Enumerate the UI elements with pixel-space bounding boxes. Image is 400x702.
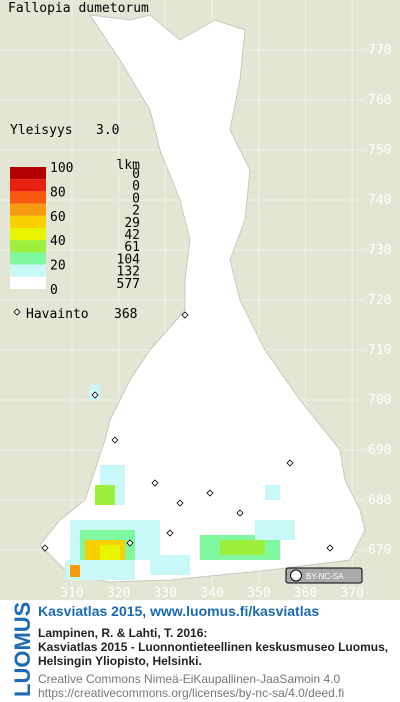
cc-icon: [290, 569, 302, 582]
badge-text: BY-NC-SA: [306, 572, 344, 581]
cell: [65, 560, 135, 580]
observation-point: [166, 529, 174, 537]
frequency-value: 3.0: [96, 123, 119, 138]
legend-scale-label: 0: [50, 283, 58, 298]
legend-swatch: [10, 179, 46, 192]
legend-count: 577: [117, 277, 140, 292]
northing-label: 690: [368, 443, 391, 458]
legend-swatch: [10, 203, 46, 216]
legend-count: 104: [117, 252, 141, 267]
northing-label: 680: [368, 493, 391, 508]
observation-point: [41, 544, 49, 552]
legend-count: 132: [117, 265, 140, 280]
northing-label: 770: [368, 43, 391, 58]
license-badge: BY-NC-SA: [285, 567, 363, 584]
license-line: https://creativecommons.org/licenses/by-…: [38, 686, 344, 700]
cell: [220, 540, 265, 555]
observation-point: [151, 479, 159, 487]
northing-label: 710: [368, 343, 391, 358]
northing-label: 720: [368, 293, 391, 308]
legend-scale-label: 20: [50, 259, 66, 274]
observation-point: [91, 391, 99, 399]
footer-heading: Kasviatlas 2015, www.luomus.fi/kasviatla…: [38, 603, 319, 619]
legend-count: 29: [124, 216, 140, 231]
logo: LUOMUS: [10, 602, 35, 697]
cell: [100, 545, 120, 560]
citation-line: Kasviatlas 2015 - Luonnontieteellinen ke…: [38, 640, 388, 654]
cell: [265, 485, 280, 500]
legend-scale-label: 40: [50, 234, 66, 249]
easting-label: 350: [247, 586, 270, 600]
citation-line: Helsingin Yliopisto, Helsinki.: [38, 654, 202, 668]
legend-count: 61: [124, 240, 140, 255]
observation-point: [236, 509, 244, 517]
observation-symbol: [13, 308, 21, 316]
legend-count: 42: [124, 228, 140, 243]
legend-swatch: [10, 215, 46, 228]
observation-point: [181, 311, 189, 319]
legend-swatch: [10, 252, 46, 265]
legend-count: 0: [132, 179, 140, 194]
species-title: Fallopia dumetorum: [8, 1, 149, 16]
observation-point: [126, 539, 134, 547]
easting-label: 310: [60, 586, 83, 600]
legend-swatch: [10, 276, 46, 289]
northing-label: 760: [368, 93, 391, 108]
easting-label: 340: [200, 586, 223, 600]
easting-label: 360: [294, 586, 317, 600]
license-line: Creative Commons Nimeä-EiKaupallinen-Jaa…: [38, 672, 340, 686]
easting-label: 320: [107, 586, 130, 600]
legend-scale-label: 60: [50, 210, 66, 225]
northing-label: 750: [368, 143, 391, 158]
legend-swatch: [10, 167, 46, 180]
observation-points: [41, 311, 334, 552]
badge-box: [285, 567, 363, 584]
northing-label: 730: [368, 243, 391, 258]
observation-count: 368: [114, 307, 137, 322]
legend-scale-label: 80: [50, 185, 66, 200]
observation-point: [111, 436, 119, 444]
easting-label: 330: [154, 586, 177, 600]
legend-count: 0: [132, 191, 140, 206]
count-header: lkm: [117, 158, 141, 173]
northing-label: 740: [368, 193, 391, 208]
cell: [95, 485, 115, 505]
observation-point: [206, 489, 214, 497]
northing-label: 700: [368, 393, 391, 408]
cell: [150, 555, 190, 575]
frequency-label: Yleisyys: [10, 123, 73, 138]
legend-swatch: [10, 228, 46, 241]
observation-point: [326, 544, 334, 552]
finland-outline: [39, 14, 366, 583]
observation-label: Havainto: [26, 307, 89, 322]
map: Fallopia dumetorum Yleisyys 3.0 lkm 0002…: [0, 0, 400, 600]
cell: [70, 565, 80, 577]
footer: LUOMUS Kasviatlas 2015, www.luomus.fi/ka…: [10, 602, 388, 700]
easting-label: 370: [340, 586, 363, 600]
legend-count: 0: [132, 167, 140, 182]
observation-point: [176, 499, 184, 507]
occurrence-cells: [65, 385, 295, 580]
legend-swatch: [10, 191, 46, 204]
legend-scale-label: 100: [50, 161, 73, 176]
legend-count: 2: [132, 204, 140, 219]
legend-swatch: [10, 264, 46, 277]
observation-point: [286, 459, 294, 467]
northing-label: 670: [368, 543, 391, 558]
cell: [255, 520, 295, 540]
legend-swatch: [10, 240, 46, 253]
citation-line: Lampinen, R. & Lahti, T. 2016:: [38, 626, 207, 640]
